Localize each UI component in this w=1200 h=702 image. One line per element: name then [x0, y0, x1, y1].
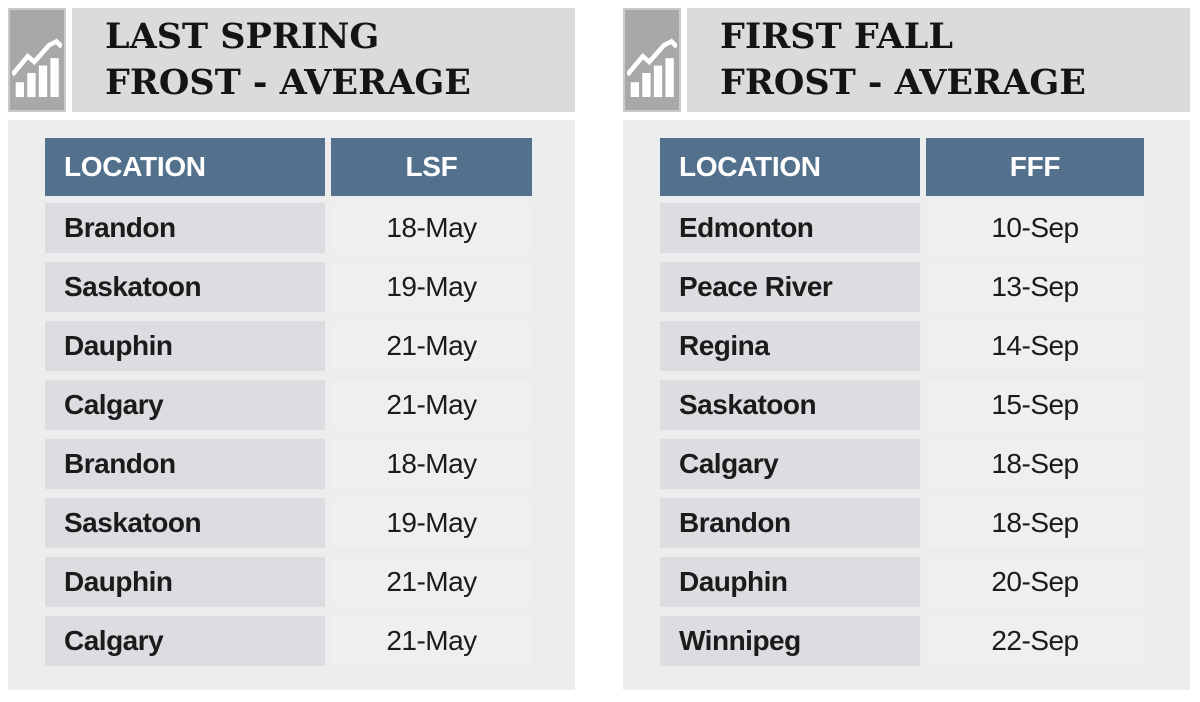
location-cell: Edmonton — [660, 203, 920, 253]
value-cell: 21-May — [331, 616, 532, 666]
location-cell: Calgary — [45, 616, 325, 666]
table-row: Edmonton 10-Sep — [660, 203, 1190, 253]
location-cell: Peace River — [660, 262, 920, 312]
panel-header: LAST SPRING FROST - AVERAGE — [8, 8, 575, 112]
table-row: Winnipeg 22-Sep — [660, 616, 1190, 666]
location-cell: Brandon — [45, 439, 325, 489]
bar-chart-trend-icon — [623, 8, 681, 112]
column-header-lsf: LSF — [331, 138, 532, 196]
panel-title-line1: FIRST FALL — [720, 16, 953, 57]
value-cell: 21-May — [331, 557, 532, 607]
table-body: Edmonton 10-Sep Peace River 13-Sep Regina 14-… — [660, 203, 1190, 666]
location-cell: Regina — [660, 321, 920, 371]
value-cell: 15-Sep — [926, 380, 1144, 430]
value-cell: 13-Sep — [926, 262, 1144, 312]
location-cell: Dauphin — [45, 321, 325, 371]
table-row: Saskatoon 19-May — [45, 498, 575, 548]
table-row: Brandon 18-Sep — [660, 498, 1190, 548]
panel-title: FIRST FALL FROST - AVERAGE — [687, 8, 1190, 112]
table-body: Brandon 18-May Saskatoon 19-May Dauphin 21-Ma… — [45, 203, 575, 666]
table-row: Brandon 18-May — [45, 439, 575, 489]
table-row: Regina 14-Sep — [660, 321, 1190, 371]
value-cell: 18-Sep — [926, 439, 1144, 489]
table-row: Peace River 13-Sep — [660, 262, 1190, 312]
table-row: Saskatoon 15-Sep — [660, 380, 1190, 430]
value-cell: 14-Sep — [926, 321, 1144, 371]
column-header-location: LOCATION — [660, 138, 920, 196]
value-cell: 21-May — [331, 321, 532, 371]
panel-title: LAST SPRING FROST - AVERAGE — [72, 8, 575, 112]
location-cell: Saskatoon — [45, 498, 325, 548]
location-cell: Calgary — [45, 380, 325, 430]
value-cell: 22-Sep — [926, 616, 1144, 666]
location-cell: Saskatoon — [45, 262, 325, 312]
value-cell: 21-May — [331, 380, 532, 430]
table-row: Saskatoon 19-May — [45, 262, 575, 312]
panel-title-line2: FROST - AVERAGE — [720, 62, 1086, 103]
value-cell: 19-May — [331, 498, 532, 548]
location-cell: Dauphin — [660, 557, 920, 607]
bar-chart-trend-icon — [8, 8, 66, 112]
panel-header: FIRST FALL FROST - AVERAGE — [623, 8, 1190, 112]
location-cell: Brandon — [660, 498, 920, 548]
first-fall-frost-panel: FIRST FALL FROST - AVERAGE LOCATION FFF … — [623, 8, 1190, 690]
location-cell: Dauphin — [45, 557, 325, 607]
table-header-row: LOCATION LSF — [45, 138, 575, 196]
value-cell: 18-May — [331, 439, 532, 489]
frost-table: LOCATION FFF Edmonton 10-Sep Peace River 13… — [623, 120, 1190, 690]
location-cell: Calgary — [660, 439, 920, 489]
value-cell: 18-May — [331, 203, 532, 253]
value-cell: 19-May — [331, 262, 532, 312]
value-cell: 18-Sep — [926, 498, 1144, 548]
table-row: Dauphin 20-Sep — [660, 557, 1190, 607]
panel-title-line2: FROST - AVERAGE — [105, 62, 471, 103]
column-header-location: LOCATION — [45, 138, 325, 196]
location-cell: Winnipeg — [660, 616, 920, 666]
frost-table: LOCATION LSF Brandon 18-May Saskatoon 19-Ma… — [8, 120, 575, 690]
location-cell: Brandon — [45, 203, 325, 253]
table-row: Dauphin 21-May — [45, 321, 575, 371]
table-row: Calgary 21-May — [45, 616, 575, 666]
column-header-fff: FFF — [926, 138, 1144, 196]
table-row: Brandon 18-May — [45, 203, 575, 253]
location-cell: Saskatoon — [660, 380, 920, 430]
table-row: Calgary 18-Sep — [660, 439, 1190, 489]
table-header-row: LOCATION FFF — [660, 138, 1190, 196]
table-row: Dauphin 21-May — [45, 557, 575, 607]
value-cell: 10-Sep — [926, 203, 1144, 253]
value-cell: 20-Sep — [926, 557, 1144, 607]
table-row: Calgary 21-May — [45, 380, 575, 430]
last-spring-frost-panel: LAST SPRING FROST - AVERAGE LOCATION LSF… — [8, 8, 575, 690]
panel-title-line1: LAST SPRING — [105, 16, 380, 57]
